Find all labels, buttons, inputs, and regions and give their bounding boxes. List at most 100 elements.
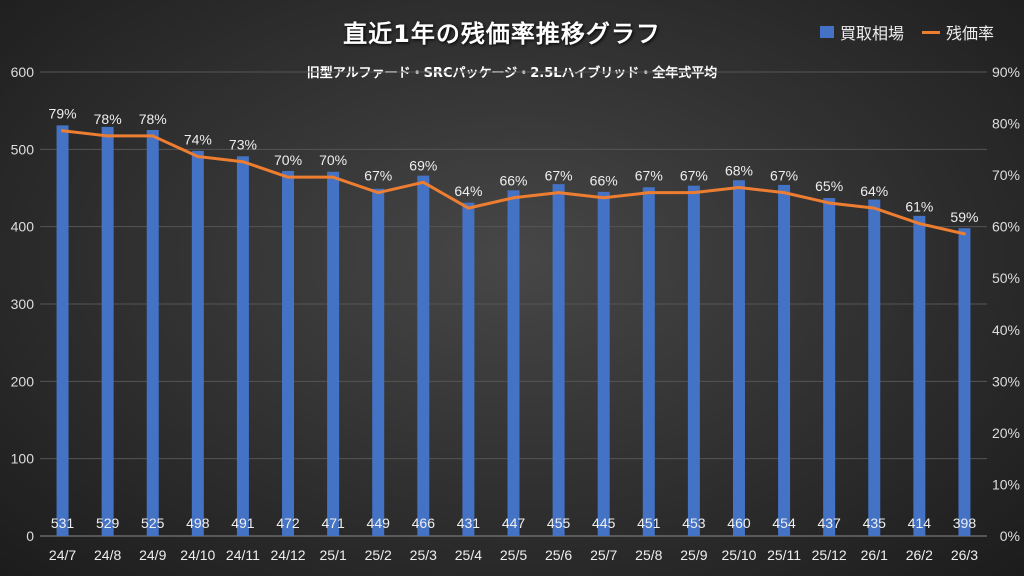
y2-tick-label: 90%	[992, 64, 1020, 80]
bar	[913, 215, 926, 536]
line-point	[827, 201, 831, 205]
bar	[597, 191, 610, 536]
line-data-label: 67%	[364, 168, 392, 184]
bar-data-label: 472	[276, 515, 300, 531]
line-data-label: 78%	[139, 111, 167, 127]
line-point	[737, 185, 741, 189]
line-data-label: 69%	[409, 157, 437, 173]
line-point	[782, 191, 786, 195]
x-tick-label: 25/11	[767, 547, 801, 563]
y2-tick-label: 20%	[992, 425, 1020, 441]
bar-data-label: 531	[51, 515, 75, 531]
x-tick-label: 24/10	[180, 547, 215, 563]
line-data-label: 74%	[184, 131, 212, 147]
y2-tick-label: 70%	[992, 167, 1020, 183]
bar	[56, 125, 69, 537]
x-tick-label: 25/10	[721, 547, 756, 563]
y2-tick-label: 60%	[992, 219, 1020, 235]
y2-tick-label: 10%	[992, 476, 1020, 492]
y2-tick-label: 0%	[1000, 528, 1020, 544]
bar	[823, 198, 836, 536]
x-tick-label: 24/9	[139, 547, 166, 563]
x-tick-label: 25/12	[812, 547, 847, 563]
line-point	[196, 155, 200, 159]
bar	[236, 156, 249, 536]
line-data-label: 70%	[319, 152, 347, 168]
y2-tick-label: 50%	[992, 270, 1020, 286]
x-tick-label: 25/2	[365, 547, 392, 563]
legend-bar-swatch	[819, 26, 834, 38]
bar-data-label: 525	[141, 515, 165, 531]
x-tick-label: 25/4	[455, 547, 482, 563]
line-point	[602, 196, 606, 200]
line-data-label: 65%	[815, 178, 843, 194]
x-tick-label: 24/7	[49, 547, 76, 563]
x-tick-label: 25/7	[590, 547, 617, 563]
x-tick-label: 25/8	[635, 547, 662, 563]
line-point	[692, 191, 696, 195]
x-tick-label: 26/3	[951, 547, 978, 563]
line-data-label: 67%	[680, 168, 708, 184]
bar-data-label: 451	[637, 515, 661, 531]
bar	[417, 175, 430, 537]
line-point	[647, 191, 651, 195]
y-tick-label: 200	[11, 373, 35, 389]
line-data-label: 67%	[545, 168, 573, 184]
bar	[687, 185, 700, 536]
line-data-label: 67%	[770, 168, 798, 184]
bar-data-label: 398	[953, 515, 977, 531]
line-data-label: 79%	[49, 106, 77, 122]
x-tick-label: 24/8	[94, 547, 121, 563]
x-tick-label: 25/3	[410, 547, 437, 563]
line-point	[466, 206, 470, 210]
y-tick-label: 400	[11, 219, 35, 235]
x-tick-label: 26/1	[861, 547, 888, 563]
bar-data-label: 437	[817, 515, 841, 531]
bar	[101, 126, 114, 536]
line-point	[331, 175, 335, 179]
chart-title: 直近1年の残価率推移グラフ	[343, 20, 661, 48]
bar	[282, 170, 295, 536]
bar-data-label: 529	[96, 515, 120, 531]
legend-line-swatch	[921, 30, 940, 34]
line-data-label: 68%	[725, 162, 753, 178]
y-tick-label: 100	[11, 451, 35, 467]
y-tick-label: 0	[26, 528, 34, 544]
bar	[958, 228, 971, 537]
bar	[642, 187, 655, 536]
bar	[146, 130, 159, 536]
bar-data-label: 435	[863, 515, 887, 531]
bar-data-label: 466	[412, 515, 436, 531]
bar-data-label: 460	[727, 515, 751, 531]
y-tick-label: 500	[11, 141, 35, 157]
line-point	[286, 175, 290, 179]
y-tick-label: 300	[11, 296, 35, 312]
line-point	[962, 232, 966, 236]
bar-data-label: 498	[186, 515, 210, 531]
line-point	[421, 180, 425, 184]
line-data-label: 73%	[229, 137, 257, 153]
line-point	[106, 134, 110, 138]
line-point	[872, 206, 876, 210]
bar	[778, 184, 791, 536]
line-data-label: 70%	[274, 152, 302, 168]
bar	[191, 150, 204, 536]
line-data-label: 67%	[635, 168, 663, 184]
line-data-label: 66%	[590, 173, 618, 189]
bar-data-label: 449	[367, 515, 391, 531]
x-tick-label: 25/5	[500, 547, 527, 563]
bar	[507, 190, 520, 536]
line-data-label: 61%	[905, 199, 933, 215]
legend: 買取相場 残価率	[819, 20, 994, 44]
x-tick-label: 24/11	[226, 547, 260, 563]
line-data-label: 64%	[860, 183, 888, 199]
bar-data-label: 454	[772, 515, 796, 531]
line-point	[557, 191, 561, 195]
bar	[552, 184, 565, 536]
bar	[327, 171, 340, 536]
x-tick-label: 26/2	[906, 547, 933, 563]
y2-tick-label: 40%	[992, 322, 1020, 338]
bar-data-label: 414	[908, 515, 932, 531]
bar-data-label: 471	[321, 515, 345, 531]
line-point	[376, 191, 380, 195]
